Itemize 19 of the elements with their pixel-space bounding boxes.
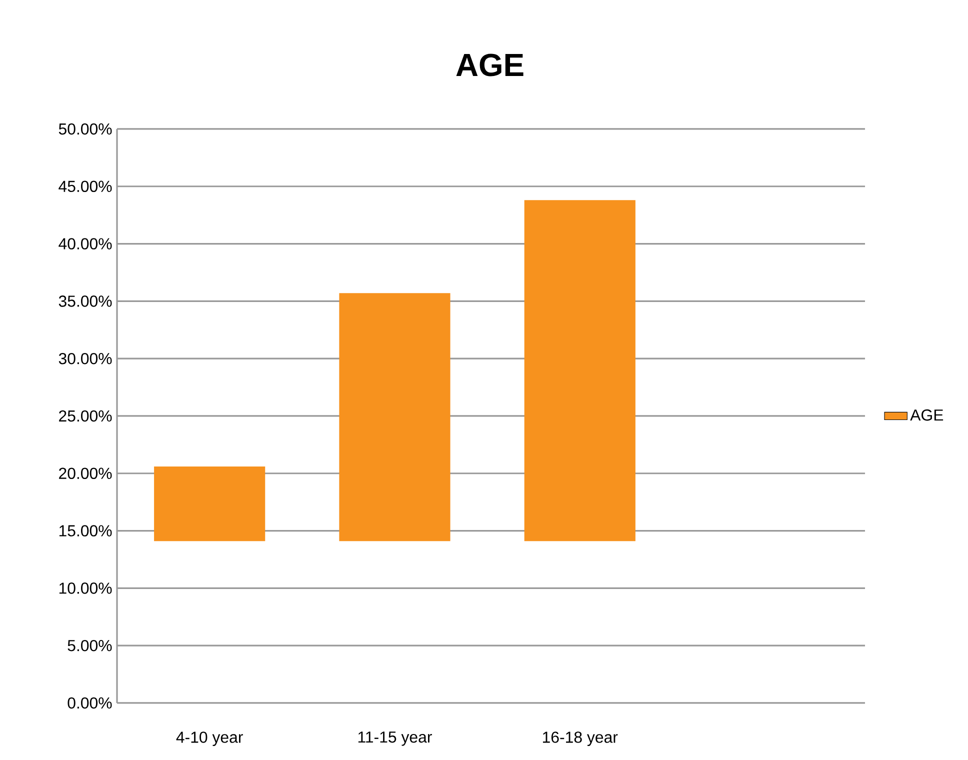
y-tick-label: 30.00% bbox=[58, 352, 112, 364]
x-tick-label: 16-18 year bbox=[542, 732, 618, 746]
y-tick-label: 50.00% bbox=[58, 123, 112, 135]
bar bbox=[524, 200, 636, 542]
x-tick-label: 11-15 year bbox=[358, 732, 432, 746]
y-tick-label: 15.00% bbox=[59, 525, 112, 536]
x-tick-label: 4-10 year bbox=[176, 732, 243, 746]
y-tick-label: 5.00% bbox=[68, 640, 112, 652]
chart-title: AGE bbox=[456, 54, 524, 76]
y-tick-label: 25.00% bbox=[59, 410, 112, 422]
bar bbox=[154, 466, 266, 542]
y-tick-label: 10.00% bbox=[59, 582, 112, 594]
legend-label: AGE bbox=[910, 409, 944, 421]
y-tick-label: 40.00% bbox=[58, 238, 112, 250]
y-tick-label: 45.00% bbox=[58, 180, 112, 192]
bar bbox=[339, 293, 450, 542]
y-tick-label: 35.00% bbox=[58, 296, 112, 307]
y-tick-label: 0.00% bbox=[68, 697, 112, 709]
y-tick-label: 20.00% bbox=[59, 468, 112, 480]
